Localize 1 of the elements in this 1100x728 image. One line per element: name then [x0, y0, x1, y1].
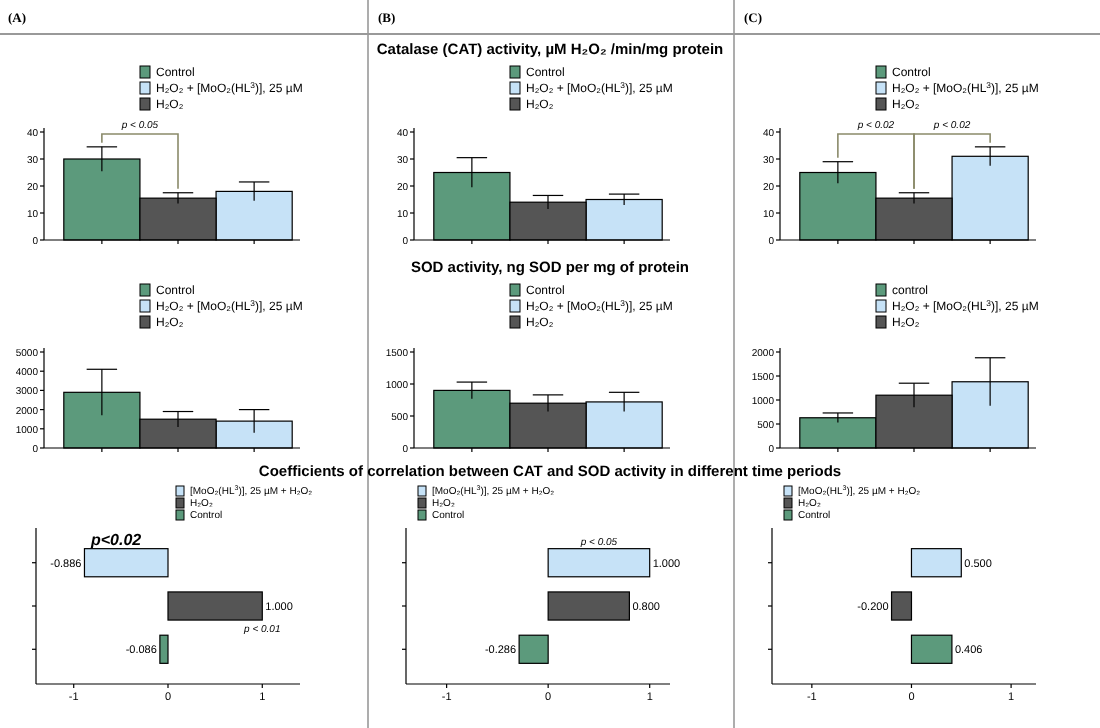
annotation: p<0.02 [89, 530, 143, 549]
